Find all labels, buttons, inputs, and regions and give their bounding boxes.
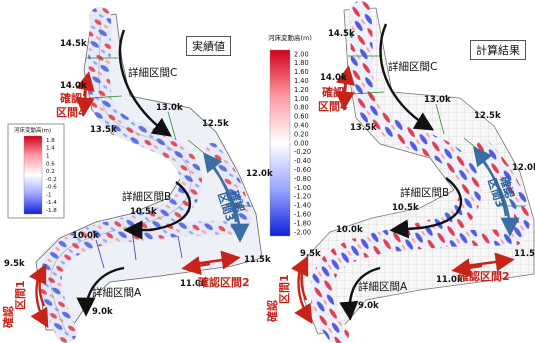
- center-legend-tick-18: -1.60: [294, 211, 311, 219]
- right-river-lower: [382, 140, 531, 252]
- left-river-lower: [113, 143, 252, 243]
- center-legend-tick-9: 0.20: [294, 130, 309, 138]
- right-panel-title: 計算結果: [470, 40, 526, 60]
- center-legend-tick-13: -0.60: [294, 166, 311, 174]
- right-km-13-5: 13.5k: [350, 123, 377, 133]
- center-legend-tick-17: -1.40: [294, 202, 311, 210]
- right-km-12-0: 12.0k: [512, 163, 535, 173]
- right-detail-c-label: 詳細区間C: [388, 60, 437, 73]
- left-km-13-0: 13.0k: [156, 103, 183, 113]
- left-km-10-5: 10.5k: [130, 207, 157, 217]
- left-panel-title: 実績値: [186, 36, 231, 56]
- right-km-9-5: 9.5k: [300, 249, 321, 259]
- left-km-9-5: 9.5k: [4, 259, 25, 269]
- left-legend-tick-6: -0.6: [46, 185, 57, 191]
- left-legend-tick-0: 1.8: [46, 138, 55, 144]
- left-km-12-5: 12.5k: [202, 119, 229, 129]
- left-detail-b-arrow: [123, 181, 192, 240]
- right-confirm-1-label-2: 区間1: [278, 274, 291, 304]
- left-km-9-0: 9.0k: [92, 307, 113, 317]
- center-legend-tick-16: -1.20: [294, 193, 311, 201]
- left-confirm-1-label-1: 確認: [1, 306, 15, 328]
- center-legend-tick-8: 0.40: [294, 122, 309, 130]
- left-annotations: 14.5k 14.0k 13.5k 13.0k 12.5k 12.0k 11.5…: [1, 29, 273, 329]
- right-km-10-0: 10.0k: [336, 225, 363, 235]
- left-km-14-0: 14.0k: [60, 81, 87, 91]
- left-confirm-1-label-2: 区間1: [14, 280, 27, 310]
- left-detail-b-label: 詳細区間B: [122, 190, 171, 203]
- right-panel: [266, 1, 535, 343]
- center-legend-tick-1: 1.80: [294, 59, 309, 67]
- right-detail-b-label: 詳細区間B: [400, 186, 449, 199]
- left-km-13-5: 13.5k: [90, 125, 117, 135]
- center-legend-tick-19: -1.80: [294, 219, 311, 227]
- right-detail-b-arrow: [389, 177, 463, 239]
- left-confirm-2-label: 確認区間2: [198, 275, 250, 289]
- center-legend-tick-20: -2.00: [294, 228, 311, 236]
- center-legend-tick-15: -1.00: [294, 184, 311, 192]
- left-confirm-4-label-1: 確認: [60, 91, 82, 105]
- right-confirm-4-label-1: 確認: [322, 85, 344, 99]
- right-km-11-0: 11.0k: [436, 275, 463, 285]
- left-legend-tick-7: -1: [46, 192, 51, 198]
- left-legend-tick-8: -1.4: [46, 200, 57, 206]
- left-km-11-5: 11.5k: [244, 255, 271, 265]
- left-legend-tick-9: -1.8: [46, 208, 57, 214]
- left-legend-tick-2: 1: [46, 153, 50, 159]
- left-detail-a-label: 詳細区間A: [92, 286, 142, 299]
- right-confirm-2-label: 確認区間2: [458, 269, 510, 283]
- right-confirm-1-label-1: 確認: [265, 300, 279, 322]
- right-km-11-5: 11.5k: [514, 249, 535, 259]
- left-legend-tick-1: 1.4: [46, 146, 55, 152]
- left-km-11-0: 11.0k: [180, 279, 207, 289]
- right-detail-c-arrow: [379, 23, 435, 131]
- center-legend: 河床変動高(m) 2.001.801.601.401.201.000.800.6…: [268, 33, 312, 236]
- right-confirm-3-label-1: 確認: [497, 175, 517, 200]
- left-legend-ticks: 1.8 1.41 0.6 0.2 -0.2 -0.6-1 -1.4 -1.8: [46, 138, 57, 214]
- center-legend-title: 河床変動高(m): [268, 33, 312, 42]
- left-detail-c-arrow: [118, 29, 172, 137]
- left-confirm-4-label-2: 区間4: [56, 106, 86, 119]
- center-legend-tick-2: 1.60: [294, 68, 309, 76]
- right-km-14-5: 14.5k: [328, 29, 355, 39]
- center-legend-tick-0: 2.00: [294, 50, 309, 58]
- left-km-14-5: 14.5k: [60, 39, 87, 49]
- right-river-channel: [310, 1, 482, 343]
- left-legend-tick-5: -0.2: [46, 177, 57, 183]
- center-legend-colorbar: [269, 49, 291, 237]
- left-confirm-2-arrow: [181, 256, 211, 276]
- left-legend: 河床変動高(m) 1.8 1.41 0.6 0.2 -0.2 -0.6-1 -1.4 -1.8: [7, 123, 65, 219]
- right-detail-a-arrow: [339, 266, 381, 321]
- right-km-12-5: 12.5k: [474, 111, 501, 121]
- left-detail-a-arrow: [76, 266, 125, 317]
- right-km-14-0: 14.0k: [320, 73, 347, 83]
- right-detail-a-label: 詳細区間A: [358, 280, 408, 293]
- left-legend-title: 河床変動高(m): [14, 126, 51, 134]
- left-river-centerline: [50, 17, 192, 333]
- right-km-10-5: 10.5k: [392, 203, 419, 213]
- left-km-12-0: 12.0k: [246, 169, 273, 179]
- right-km-9-0: 9.0k: [358, 301, 379, 311]
- right-km-13-0: 13.0k: [424, 95, 451, 105]
- center-legend-tick-3: 1.40: [294, 77, 309, 85]
- center-legend-tick-4: 1.20: [294, 86, 309, 94]
- center-legend-tick-14: -0.80: [294, 175, 311, 183]
- center-legend-tick-7: 0.60: [294, 113, 309, 121]
- center-legend-tick-11: -0.20: [294, 148, 311, 156]
- center-legend-tick-10: 0.00: [294, 139, 309, 147]
- left-km-10-0: 10.0k: [72, 231, 99, 241]
- center-legend-tick-12: -0.40: [294, 157, 311, 165]
- right-confirm-4-label-2: 区間4: [318, 100, 348, 113]
- left-legend-colorbar: [23, 135, 43, 215]
- right-annotations: 14.5k 14.0k 13.5k 13.0k 12.5k 12.0k 11.5…: [265, 23, 535, 325]
- center-legend-tick-5: 1.00: [294, 95, 309, 103]
- left-detail-c-label: 詳細区間C: [128, 66, 177, 79]
- left-legend-tick-3: 0.6: [46, 161, 55, 167]
- left-confirm-3-label-1: 確認: [227, 189, 247, 214]
- right-confirm-2-arrow: [451, 258, 483, 278]
- center-legend-tick-6: 0.80: [294, 104, 309, 112]
- left-legend-tick-4: 0.2: [46, 169, 55, 175]
- center-legend-ticks: 2.001.801.601.401.201.000.800.600.400.20…: [294, 50, 311, 236]
